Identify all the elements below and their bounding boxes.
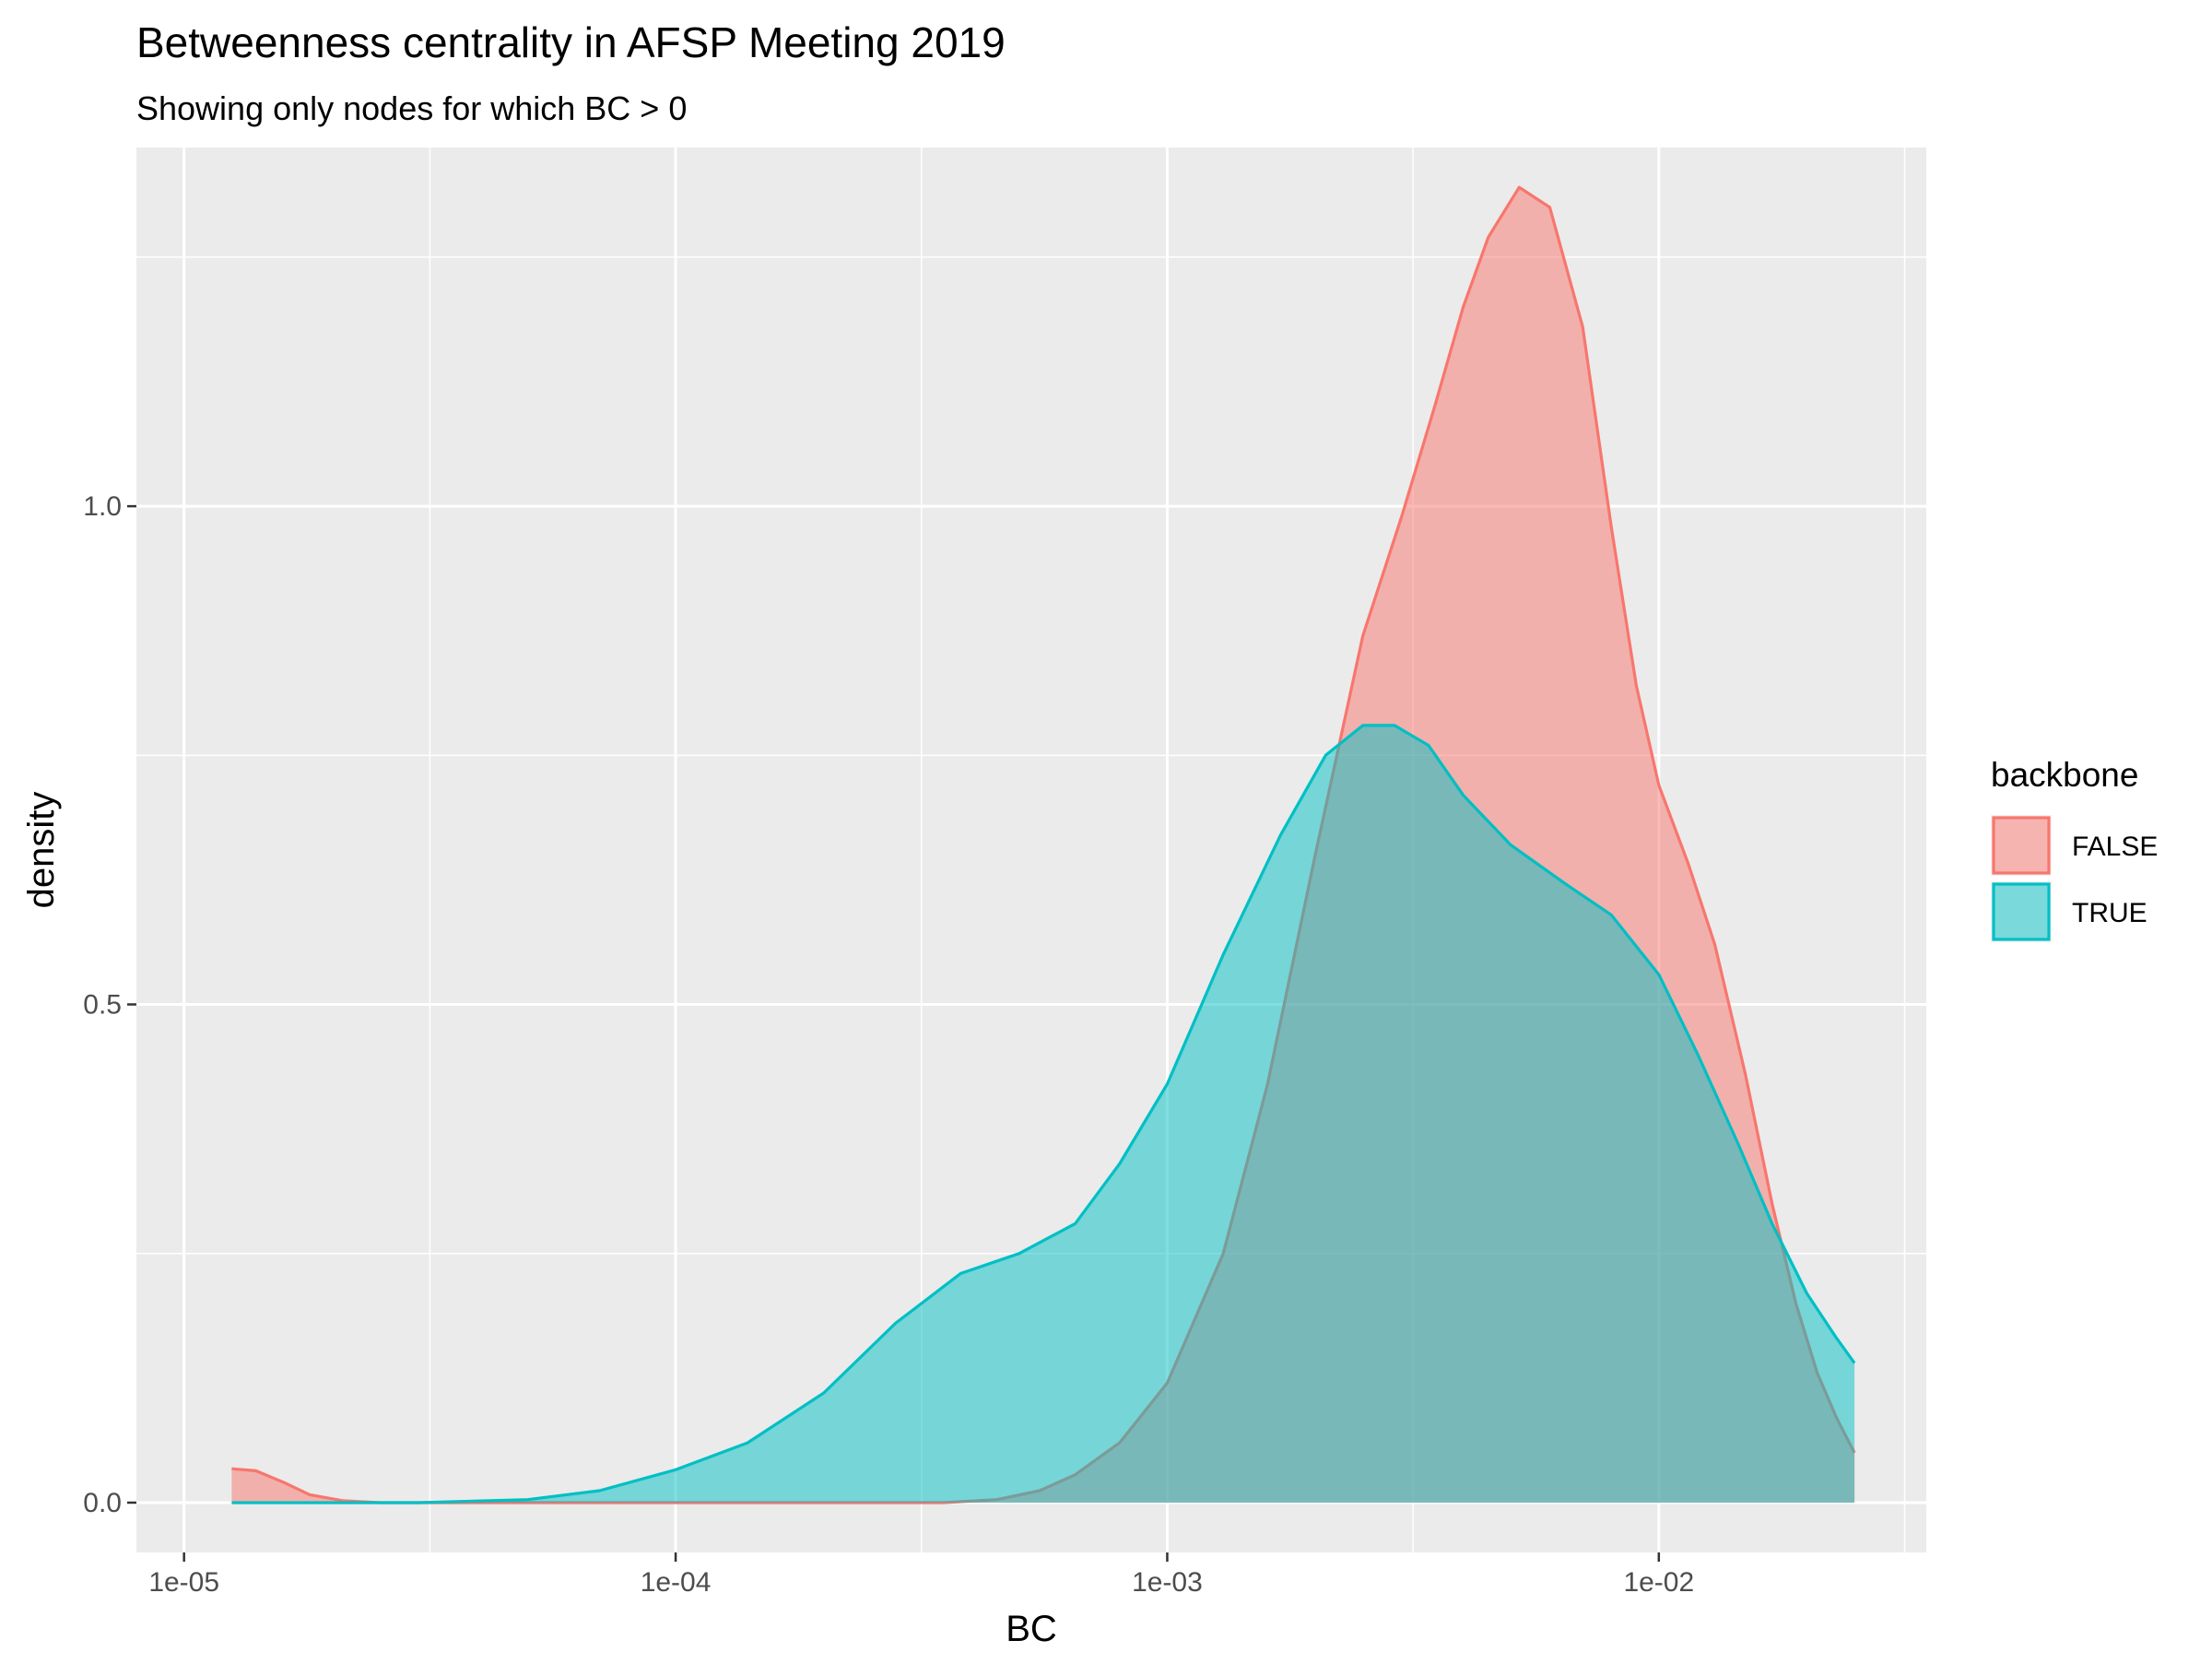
- y-tick-label: 0.0: [83, 1488, 122, 1518]
- density-line-true: [231, 724, 1856, 1505]
- x-axis: 1e-05 1e-04 1e-03 1e-02: [148, 1552, 1694, 1598]
- legend-title: backbone: [1991, 756, 2138, 794]
- legend-swatch-false: [1992, 816, 2051, 875]
- y-axis: 0.0 0.5 1.0: [83, 491, 136, 1518]
- x-tick-label: 1e-05: [148, 1567, 219, 1598]
- x-tick-label: 1e-04: [641, 1567, 712, 1598]
- x-axis-title: BC: [1006, 1609, 1057, 1649]
- x-tick-label: 1e-03: [1132, 1567, 1203, 1598]
- legend-label: TRUE: [2072, 898, 2147, 928]
- legend: backbone FALSE TRUE: [1991, 756, 2158, 942]
- chart-subtitle: Showing only nodes for which BC > 0: [136, 89, 687, 127]
- x-tick-label: 1e-02: [1623, 1567, 1694, 1598]
- y-tick-label: 0.5: [83, 990, 122, 1021]
- chart-title: Betweenness centrality in AFSP Meeting 2…: [136, 18, 1006, 66]
- density-series: [231, 185, 1856, 1505]
- legend-label: FALSE: [2072, 832, 2158, 862]
- y-axis-title: density: [21, 792, 62, 909]
- y-tick-label: 1.0: [83, 491, 122, 522]
- legend-swatch-true: [1992, 882, 2051, 941]
- density-area-true: [231, 725, 1855, 1503]
